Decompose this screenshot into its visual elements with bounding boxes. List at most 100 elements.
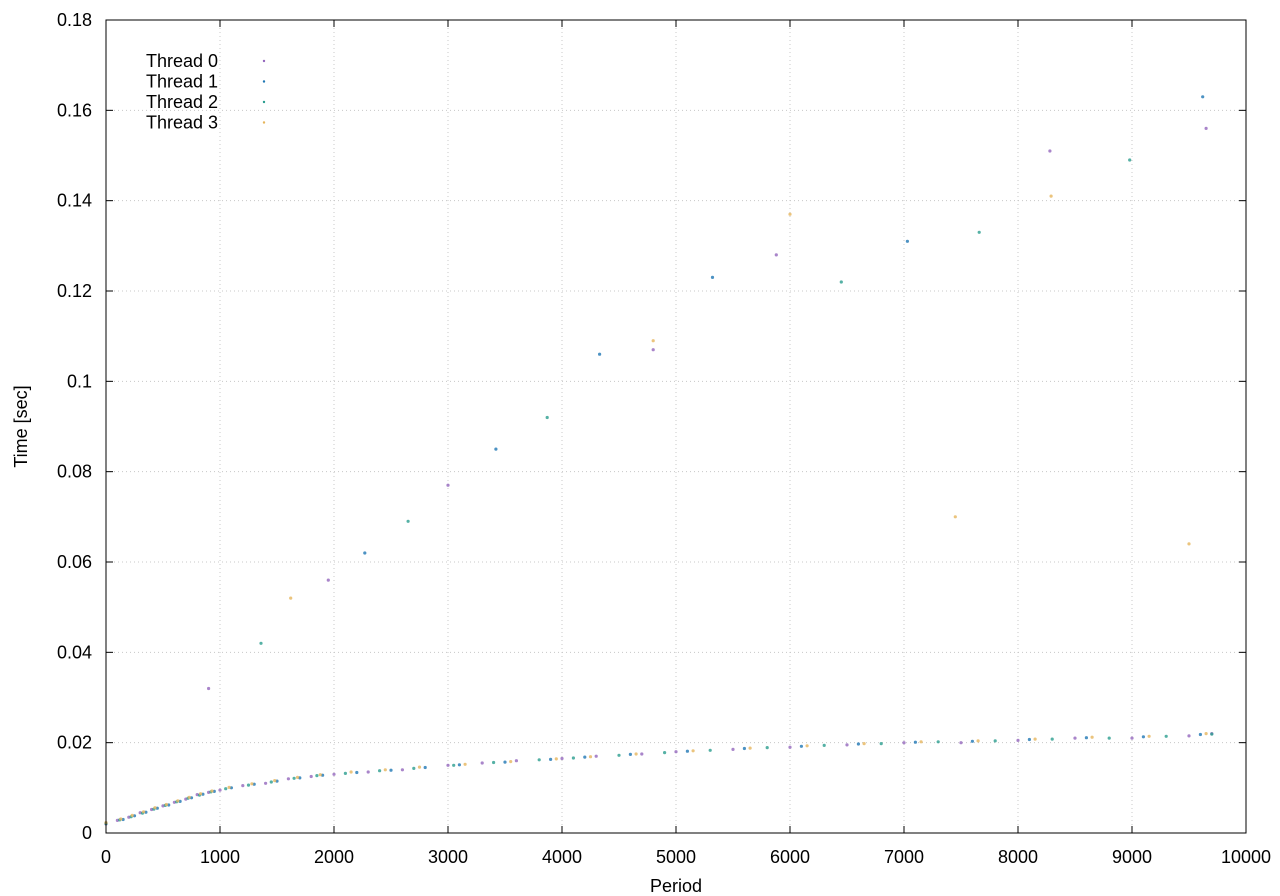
data-point — [224, 787, 228, 791]
y-tick-label: 0 — [82, 823, 92, 843]
data-point — [1187, 734, 1191, 738]
data-point — [494, 447, 498, 451]
x-tick-label: 6000 — [770, 847, 810, 867]
legend-marker — [262, 100, 266, 104]
data-point — [457, 763, 461, 767]
x-tick-label: 8000 — [998, 847, 1038, 867]
data-point — [241, 784, 245, 788]
data-point — [976, 739, 980, 743]
data-point — [583, 755, 587, 759]
plot-frame — [105, 19, 1247, 834]
x-axis-tick-labels: 0 1000 2000 3000 4000 5000 6000 7000 8000 9000 100… — [101, 847, 1271, 867]
data-point — [1210, 732, 1214, 736]
data-point — [594, 754, 598, 758]
data-point — [788, 745, 792, 749]
data-point — [259, 641, 263, 645]
data-point — [731, 747, 735, 752]
series-thread-2 — [104, 158, 1214, 826]
data-point — [273, 779, 277, 783]
data-point — [1204, 126, 1208, 130]
data-point — [554, 757, 558, 761]
data-point — [446, 763, 450, 767]
data-point — [153, 806, 157, 810]
data-point — [919, 740, 923, 744]
data-point — [412, 766, 416, 771]
data-point — [674, 750, 678, 754]
legend-label-thread-1: Thread 1 — [146, 72, 218, 92]
data-point — [1187, 542, 1191, 546]
y-tick-label: 0.14 — [57, 191, 92, 211]
y-tick-label: 0.06 — [57, 552, 92, 572]
data-point — [1090, 735, 1094, 739]
data-point — [685, 749, 690, 753]
data-point — [187, 795, 191, 799]
x-tick-label: 10000 — [1221, 847, 1271, 867]
data-point — [1147, 734, 1151, 738]
grid-lines — [106, 20, 1246, 833]
y-tick-label: 0.08 — [57, 462, 92, 482]
data-point — [1141, 735, 1145, 739]
data-point — [389, 768, 393, 772]
data-point — [953, 515, 957, 519]
x-tick-label: 2000 — [314, 847, 354, 867]
data-point — [119, 817, 123, 821]
data-point — [378, 769, 382, 773]
data-point — [227, 785, 231, 790]
data-point — [598, 352, 602, 356]
data-point — [959, 741, 963, 745]
data-point — [1073, 736, 1077, 740]
data-point — [1027, 737, 1031, 742]
legend-marker — [262, 59, 266, 63]
data-point — [879, 742, 883, 746]
data-point — [1016, 738, 1020, 743]
x-tick-label: 0 — [101, 847, 111, 867]
data-point — [742, 746, 747, 751]
data-point — [463, 762, 467, 766]
x-tick-label: 1000 — [200, 847, 240, 867]
data-point — [710, 275, 715, 279]
data-point — [970, 739, 975, 743]
data-point — [130, 813, 134, 818]
data-point — [856, 742, 861, 746]
data-point — [176, 799, 180, 803]
x-tick-label: 4000 — [542, 847, 582, 867]
legend-label-thread-3: Thread 3 — [146, 113, 218, 133]
data-point — [845, 743, 849, 747]
legend-label-thread-0: Thread 0 — [146, 51, 218, 71]
data-point — [805, 744, 809, 748]
data-point — [1128, 158, 1132, 162]
data-point — [651, 348, 655, 352]
data-point — [774, 253, 778, 257]
data-point — [537, 758, 541, 762]
data-point — [250, 782, 254, 786]
data-point — [363, 551, 367, 555]
data-point — [269, 780, 273, 784]
data-point — [509, 760, 513, 764]
axis-ticks — [105, 19, 1247, 834]
data-point — [318, 773, 322, 777]
data-point — [902, 741, 906, 745]
data-point — [246, 783, 251, 787]
y-tick-label: 0.02 — [57, 733, 92, 753]
data-point — [1049, 194, 1053, 198]
data-point — [446, 483, 450, 487]
legend: Thread 0 Thread 1 Thread 2 Thread 3 — [146, 51, 266, 133]
data-point — [651, 339, 655, 343]
data-point — [588, 755, 593, 759]
data-point — [1130, 736, 1134, 740]
data-point — [788, 212, 792, 216]
data-point — [799, 744, 804, 748]
data-point — [452, 763, 456, 767]
data-point — [936, 740, 940, 744]
legend-marker — [262, 80, 266, 83]
x-axis-title: Period — [650, 876, 702, 896]
data-point — [977, 230, 981, 234]
data-point — [199, 792, 203, 796]
data-point — [289, 596, 293, 600]
data-point — [164, 802, 168, 807]
data-point — [634, 752, 638, 756]
x-tick-label: 3000 — [428, 847, 468, 867]
data-point — [343, 771, 347, 776]
y-tick-label: 0.12 — [57, 281, 92, 301]
data-point — [1050, 737, 1054, 741]
